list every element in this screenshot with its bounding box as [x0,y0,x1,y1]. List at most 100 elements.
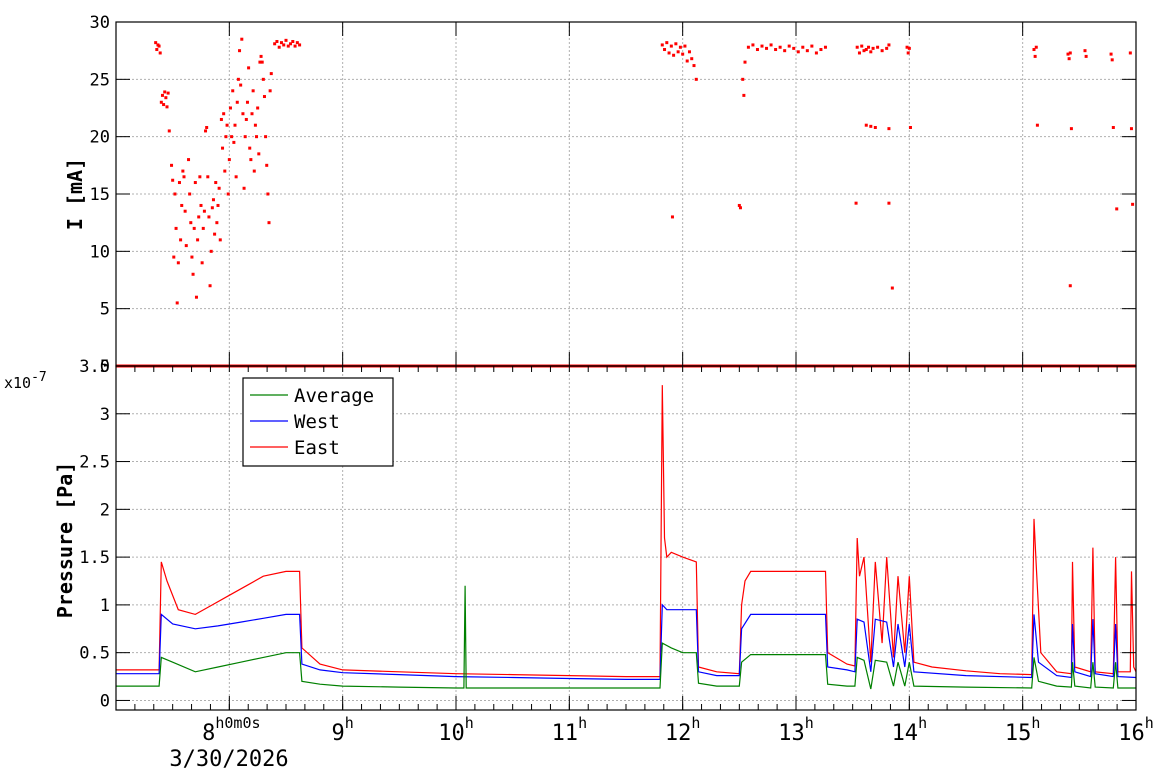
current-point [265,163,269,167]
current-point [222,112,226,116]
y-multiplier-base: x10 [4,374,31,392]
legend: Average West East [242,377,394,467]
pressure-line-west [116,603,1137,680]
current-point [282,43,286,47]
current-point [241,112,245,116]
current-point [742,93,746,97]
current-point [778,45,782,49]
current-y-tick-label: 20 [90,128,110,148]
current-point [166,91,170,95]
current-point [669,44,673,48]
current-point [1034,45,1038,49]
current-point [174,226,178,230]
current-point [737,203,741,207]
current-point [235,100,239,104]
current-point [1128,51,1132,55]
current-point [1115,207,1119,211]
pressure-x-tick-label: 14h [892,714,928,746]
pressure-x-tick-label: 15h [1005,714,1041,746]
pressure-x-tick-label: 11h [552,714,588,746]
current-y-ticks: 0 5 10 15 20 25 30 [90,13,1136,377]
pressure-y-tick-label: 3.5 [79,357,110,377]
current-point [188,192,192,196]
current-point [298,43,302,47]
current-point [184,244,188,248]
current-point [864,123,868,127]
current-point [277,45,281,49]
current-point [210,206,214,210]
current-point [251,89,255,93]
current-point [205,125,209,129]
current-point [674,42,678,46]
current-point [890,286,894,290]
current-point [880,49,884,53]
current-point [242,186,246,190]
current-point [192,226,196,230]
current-point [252,169,256,173]
current-point [1084,54,1088,58]
current-point [224,135,228,139]
current-point [683,44,687,48]
current-point [213,232,217,236]
current-point [193,181,197,185]
current-point [200,261,204,265]
current-point [1129,127,1133,131]
pressure-x-tick-label: 16h [1118,714,1154,746]
current-point [862,49,866,53]
current-point [183,209,187,213]
current-point [1109,52,1113,56]
current-point [687,50,691,54]
current-point [182,175,186,179]
current-point [248,146,252,150]
pressure-x-tick-label: 13h [778,714,814,746]
current-point [158,51,162,55]
current-point [208,284,212,288]
current-point [204,129,208,133]
current-point [221,146,225,150]
current-point [672,53,676,57]
current-point [159,100,163,104]
current-point [869,50,873,54]
current-point [268,89,272,93]
current-point [291,39,295,43]
pressure-panel: 0 0.5 1 1.5 2 2.5 3 3.5 8h0m0s 9h 10h 11h 12h 13h 14h… [4,357,1154,772]
current-point [226,192,230,196]
current-point [670,215,674,219]
pressure-x-tick-label: 10h [438,714,474,746]
pressure-x-tick-label: 8h0m0s [202,714,260,746]
current-point [887,43,891,47]
current-point [694,77,698,81]
current-point [239,83,243,87]
current-point [823,45,827,49]
current-point [678,45,682,49]
current-point [249,158,253,162]
pressure-line-average [116,585,1136,690]
current-point [157,44,161,48]
current-point [751,43,755,47]
current-point [665,41,669,45]
current-point [187,158,191,162]
current-point [690,57,694,61]
current-point [810,44,814,48]
current-point [769,43,773,47]
current-point [228,106,232,110]
current-point [692,64,696,68]
current-point [792,46,796,50]
legend-label-average: Average [294,385,374,407]
current-point [211,198,215,202]
current-point [676,50,680,54]
current-point [1083,49,1087,53]
current-point [154,41,158,45]
current-y-tick-label: 0 [100,357,110,377]
current-point [244,117,248,121]
current-point [905,45,909,49]
current-point [814,51,818,55]
current-point [199,203,203,207]
legend-box [242,377,394,467]
legend-label-west: West [294,411,340,433]
current-point [869,124,873,128]
current-point [167,129,171,133]
current-point [801,45,805,49]
current-point [176,261,180,265]
current-point [256,106,260,110]
